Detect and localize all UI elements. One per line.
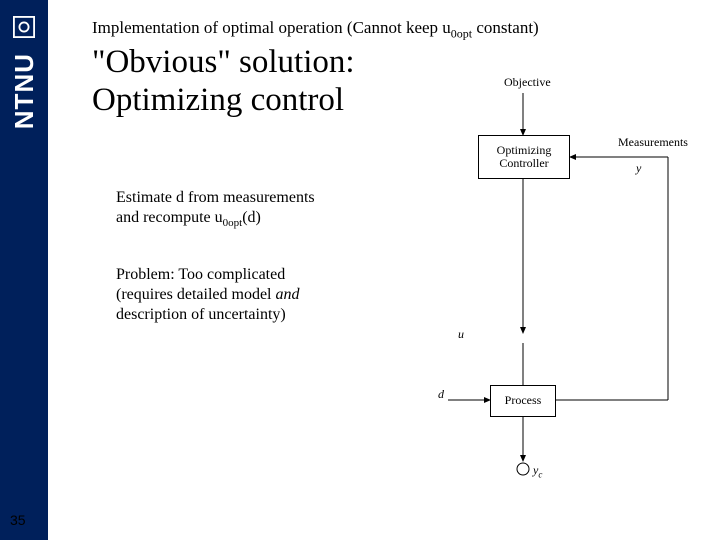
slide-title: "Obvious" solution: Optimizing control	[92, 44, 355, 120]
y-label: y	[636, 161, 641, 176]
body-paragraph-1: Estimate d from measurements and recompu…	[116, 188, 315, 231]
body-paragraph-2: Problem: Too complicated (requires detai…	[116, 265, 300, 325]
yc-label: yc	[533, 463, 542, 479]
ntnu-text: NTNU	[9, 53, 40, 129]
objective-label: Objective	[504, 75, 551, 90]
slide-number: 35	[10, 512, 26, 528]
process-box: Process	[490, 385, 556, 417]
ntnu-sidebar: NTNU	[0, 0, 48, 540]
d-label: d	[438, 387, 444, 402]
header-line: Implementation of optimal operation (Can…	[92, 18, 539, 41]
ntnu-logo-icon	[13, 16, 35, 38]
optimizing-controller-box: Optimizing Controller	[478, 135, 570, 179]
control-diagram: Objective Optimizing Controller Measurem…	[438, 75, 708, 495]
u-label: u	[458, 327, 464, 342]
measurements-label: Measurements	[618, 135, 688, 150]
slide-content: Implementation of optimal operation (Can…	[48, 0, 720, 540]
